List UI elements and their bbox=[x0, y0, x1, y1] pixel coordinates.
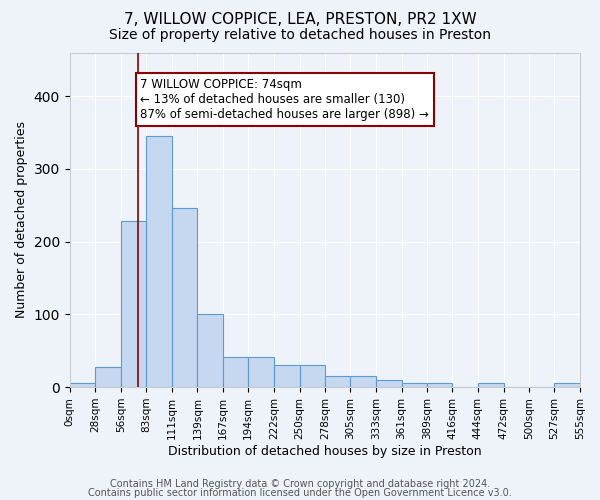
Bar bbox=[223, 356, 248, 387]
Bar bbox=[146, 136, 172, 387]
Bar bbox=[197, 314, 223, 387]
Bar bbox=[401, 384, 427, 387]
Bar bbox=[376, 380, 401, 387]
Text: 7 WILLOW COPPICE: 74sqm
← 13% of detached houses are smaller (130)
87% of semi-d: 7 WILLOW COPPICE: 74sqm ← 13% of detache… bbox=[140, 78, 430, 121]
Bar bbox=[95, 366, 121, 387]
Text: Contains public sector information licensed under the Open Government Licence v3: Contains public sector information licen… bbox=[88, 488, 512, 498]
Bar bbox=[248, 356, 274, 387]
Text: Size of property relative to detached houses in Preston: Size of property relative to detached ho… bbox=[109, 28, 491, 42]
Bar bbox=[299, 366, 325, 387]
Bar bbox=[70, 384, 95, 387]
X-axis label: Distribution of detached houses by size in Preston: Distribution of detached houses by size … bbox=[168, 444, 482, 458]
Text: 7, WILLOW COPPICE, LEA, PRESTON, PR2 1XW: 7, WILLOW COPPICE, LEA, PRESTON, PR2 1XW bbox=[124, 12, 476, 28]
Bar bbox=[325, 376, 350, 387]
Bar bbox=[121, 222, 146, 387]
Y-axis label: Number of detached properties: Number of detached properties bbox=[15, 122, 28, 318]
Bar bbox=[274, 366, 299, 387]
Bar bbox=[427, 384, 452, 387]
Bar bbox=[172, 208, 197, 387]
Bar bbox=[554, 384, 580, 387]
Bar bbox=[350, 376, 376, 387]
Text: Contains HM Land Registry data © Crown copyright and database right 2024.: Contains HM Land Registry data © Crown c… bbox=[110, 479, 490, 489]
Bar bbox=[478, 384, 503, 387]
